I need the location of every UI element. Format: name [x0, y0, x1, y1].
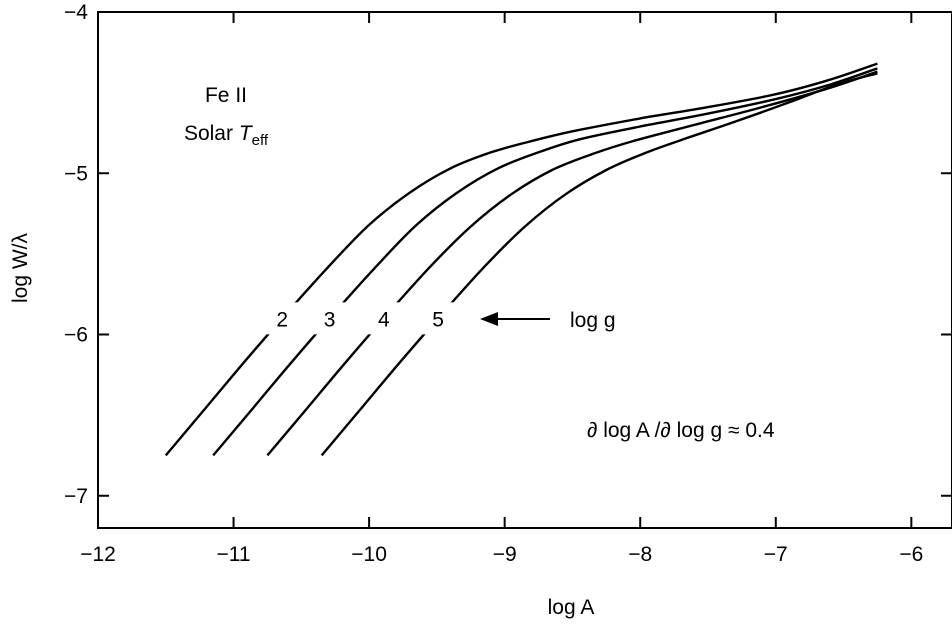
curve-log-g-5 — [320, 72, 878, 457]
plot-frame — [97, 11, 952, 529]
curve-labels: 2 3 4 5 — [265, 302, 456, 335]
curve-label-5: 5 — [432, 308, 444, 331]
curve-label-gap — [265, 302, 300, 335]
arrow-label: log g — [570, 309, 616, 332]
curve-label-4: 4 — [378, 308, 390, 331]
x-tick-label: −8 — [628, 543, 652, 566]
x-tick-label: −7 — [764, 543, 788, 566]
curve-label-gap — [421, 302, 456, 335]
y-tick-label: −4 — [64, 1, 88, 24]
y-tick-label: −5 — [64, 162, 88, 185]
x-tick-label: −12 — [80, 543, 116, 566]
curve-label-gap — [366, 302, 401, 335]
y-tick-label: −7 — [64, 485, 88, 508]
curves — [164, 62, 878, 457]
tick-labels: −12 −11 −10 −9 −8 −7 −6 −7 −6 −5 −4 — [64, 1, 923, 566]
curve-label-3: 3 — [324, 308, 336, 331]
y-tick-label: −6 — [64, 324, 88, 347]
x-tick-label: −11 — [217, 543, 251, 566]
x-tick-label: −9 — [493, 543, 517, 566]
x-tick-label: −6 — [899, 543, 923, 566]
curve-label-2: 2 — [276, 308, 288, 331]
axis-ticks — [97, 11, 952, 528]
temperature-annotation: Solar Teff — [184, 122, 269, 149]
curve-log-g-2 — [164, 62, 878, 457]
curve-log-g-3 — [212, 67, 878, 457]
x-tick-label: −10 — [351, 543, 387, 566]
y-axis-label: log W/λ — [9, 232, 32, 303]
derivative-annotation: ∂ log A /∂ log g ≈ 0.4 — [587, 419, 775, 442]
x-axis-label: log A — [548, 596, 595, 619]
curve-label-gap — [312, 302, 347, 335]
log-g-arrow — [480, 312, 550, 326]
element-annotation: Fe II — [205, 84, 247, 107]
curve-log-g-4 — [266, 70, 878, 457]
